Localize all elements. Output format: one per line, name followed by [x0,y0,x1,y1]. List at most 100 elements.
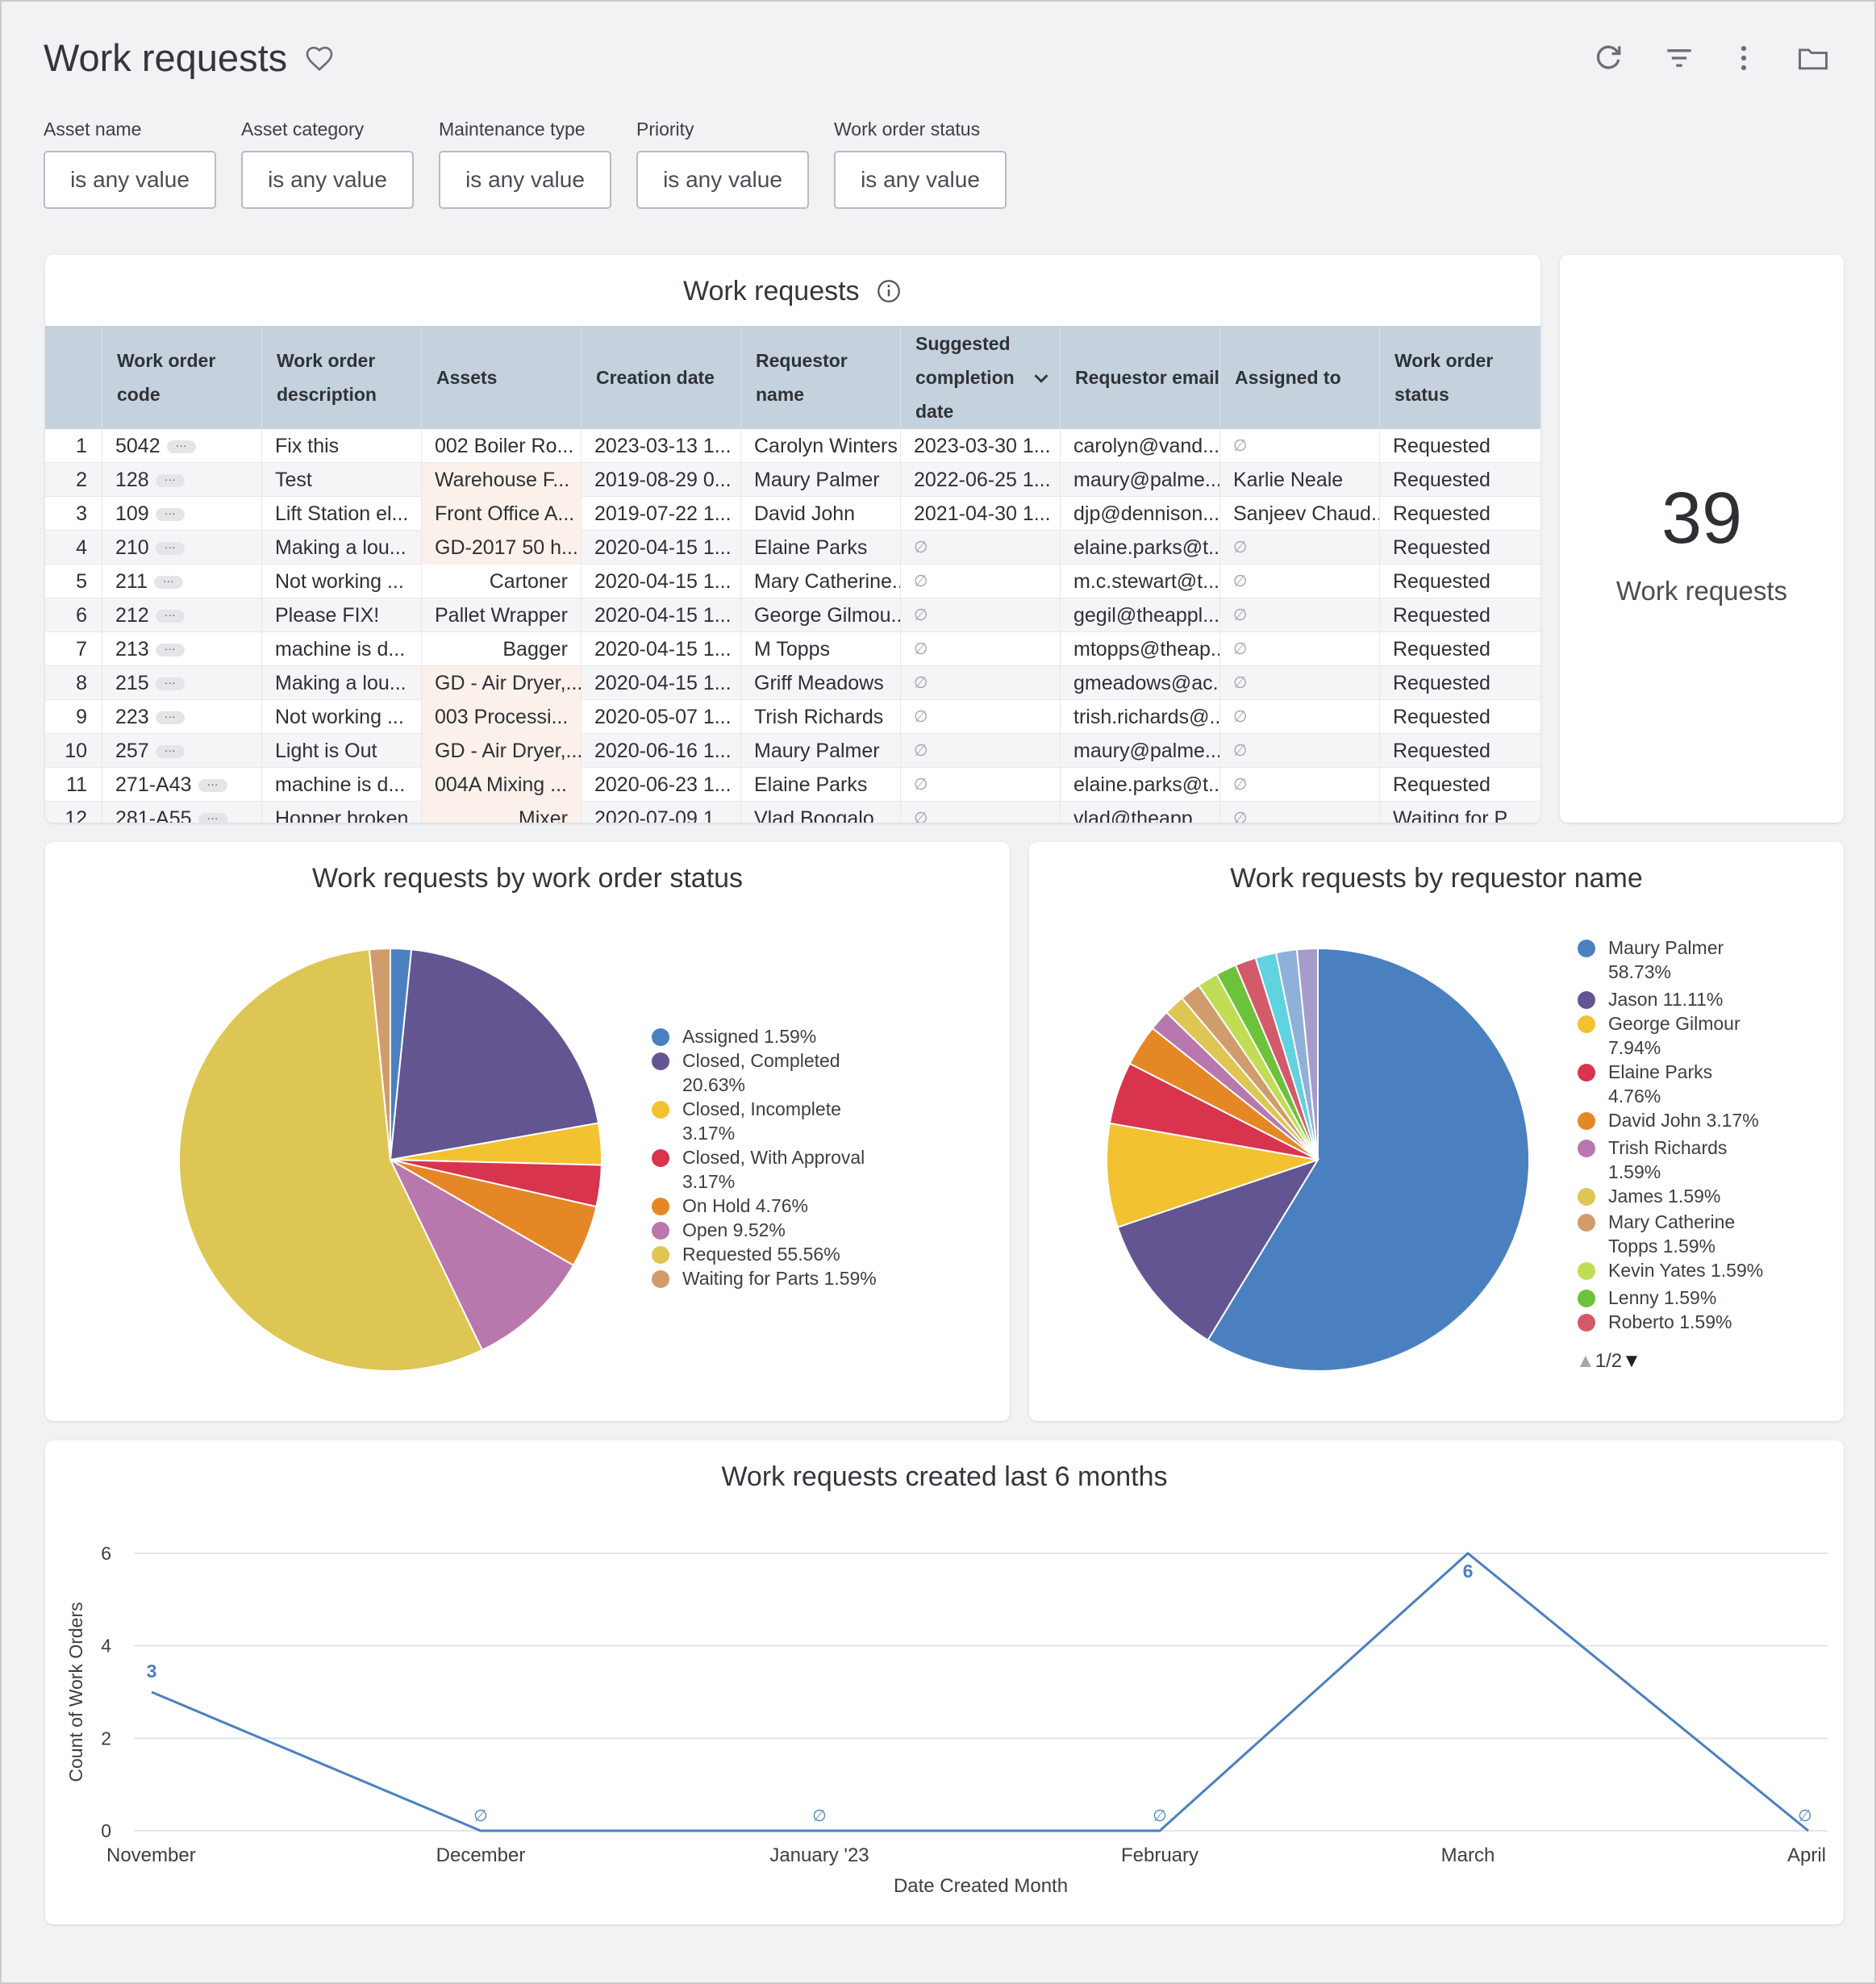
filter-maintenance-type: Maintenance type is any value [439,115,611,209]
legend-item[interactable]: Assigned 1.59% [682,1026,817,1047]
pie-slice[interactable] [1295,947,1319,1161]
cell-text: 5042 [115,435,161,457]
legend-item[interactable]: Elaine Parks 4.76% [1608,1061,1713,1107]
table-row[interactable]: 11 271-A43 ··· machine is d... 004A Mixing .… [45,768,1540,802]
column-header[interactable]: Work order description [261,326,421,429]
table-row[interactable]: 5 211 ··· Not working ... Cartoner 2020-04-15… [45,565,1540,598]
legend-item[interactable]: James 1.59% [1608,1186,1721,1207]
more-options-icon[interactable]: ··· [155,507,185,522]
table-cell: Karlie Neale [1219,463,1379,497]
more-options-icon[interactable]: ··· [198,812,227,823]
more-options-icon[interactable]: ··· [155,677,185,691]
pie-slice[interactable] [388,1157,575,1352]
legend-item[interactable]: Requested 55.56% [682,1244,840,1265]
cell-text: 257 [115,740,149,762]
column-header[interactable]: Work order code [102,326,261,429]
column-header[interactable]: Work order status [1379,326,1540,429]
legend-item[interactable]: Maury Palmer 58.73% [1608,937,1724,982]
table-row[interactable]: 4 210 ··· Making a lou... GD-2017 50 h... 202… [45,531,1540,565]
more-options-icon[interactable]: ··· [166,440,196,454]
triangle-down-icon[interactable]: ▼ [1622,1350,1641,1372]
legend-item[interactable]: Lenny 1.59% [1608,1287,1717,1308]
pie-slice[interactable] [1106,1122,1319,1228]
cell-text: Bagger [502,638,568,661]
legend-item[interactable]: Jason 11.11% [1608,989,1724,1010]
legend-item[interactable]: Closed, Incomplete 3.17% [682,1098,841,1144]
more-vert-icon[interactable] [1726,40,1761,76]
table-cell: ∅ [900,768,1060,802]
legend-item[interactable]: Closed, With Approval 3.17% [682,1147,865,1192]
filter-asset-category: Asset category is any value [241,115,414,209]
legend-item[interactable]: On Hold 4.76% [682,1195,808,1216]
filter-work-order-status-button[interactable]: is any value [834,151,1007,209]
legend-item[interactable]: David John 3.17% [1608,1110,1759,1131]
table-cell: trish.richards@... [1060,700,1219,734]
legend-item[interactable]: Mary Catherine Topps 1.59% [1608,1211,1736,1257]
cell-text: ∅ [914,640,928,658]
table-cell: 5042 ··· [102,429,261,463]
cell-text: machine is d... [275,773,406,796]
column-header[interactable]: Assigned to [1219,326,1379,429]
table-row[interactable]: 1 5042 ··· Fix this 002 Boiler Ro... 2023-03-… [45,429,1540,463]
column-header[interactable]: Requestor name [740,326,900,429]
cell-text: Waiting for P... [1393,807,1522,823]
filter-maintenance-type-button[interactable]: is any value [439,151,611,209]
legend-item[interactable]: Open 9.52% [682,1219,786,1240]
triangle-up-icon[interactable]: ▲ [1576,1350,1595,1372]
table-row[interactable]: 6 212 ··· Please FIX! Pallet Wrapper 2020-04-… [45,598,1540,632]
cell-text: 004A Mixing ... [435,773,567,796]
table-cell: Light is Out [261,734,421,768]
more-options-icon[interactable]: ··· [155,473,185,488]
column-header[interactable]: Assets [421,326,581,429]
filter-priority-button[interactable]: is any value [636,151,809,209]
table-cell: 128 ··· [102,463,261,497]
legend-item[interactable]: Closed, Completed 20.63% [682,1050,840,1095]
pie-slice[interactable] [1207,947,1530,1372]
filter-icon[interactable] [1661,40,1697,76]
column-header[interactable]: Creation date [581,326,740,429]
folder-icon[interactable] [1795,40,1831,76]
more-options-icon[interactable]: ··· [155,643,185,657]
more-options-icon[interactable]: ··· [155,609,185,623]
table-row[interactable]: 10 257 ··· Light is Out GD - Air Dryer,... 20… [45,734,1540,768]
row-number: 5 [45,565,102,598]
filter-asset-name-button[interactable]: is any value [44,151,216,209]
row-number-text: 11 [66,773,87,796]
table-row[interactable]: 2 128 ··· Test Warehouse F... 2019-08-29 0...… [45,463,1540,497]
legend-marker [652,1028,669,1046]
more-options-icon[interactable]: ··· [155,541,185,556]
legend-item[interactable]: Trish Richards 1.59% [1608,1137,1728,1182]
cell-text: 2020-04-15 1... [594,638,732,661]
cell-text: Requested [1393,536,1490,559]
more-options-icon[interactable]: ··· [155,744,185,759]
table-row[interactable]: 9 223 ··· Not working ... 003 Processi... 202… [45,700,1540,734]
legend-item[interactable]: Waiting for Parts 1.59% [682,1268,877,1289]
legend-item[interactable]: Roberto 1.59% [1608,1311,1732,1332]
pie-slice[interactable] [178,948,484,1372]
legend-item[interactable]: Kevin Yates 1.59% [1608,1260,1764,1281]
pie-slice[interactable] [389,948,600,1161]
refresh-icon[interactable] [1590,40,1626,76]
table-row[interactable]: 3 109 ··· Lift Station el... Front Office A.… [45,497,1540,531]
table-cell: Maury Palmer [740,734,900,768]
table-cell: 2020-04-15 1... [581,531,740,565]
table-cell: mtopps@theap... [1060,632,1219,666]
legend-item[interactable]: George Gilmour 7.94% [1608,1013,1741,1058]
table-cell: Requested [1379,700,1540,734]
more-options-icon[interactable]: ··· [153,575,183,590]
column-header[interactable]: Requestor email [1060,326,1219,429]
cell-text: 109 [115,502,149,525]
heart-outline-icon[interactable] [303,42,336,74]
info-icon[interactable] [875,277,903,305]
pie-slice[interactable] [1116,1158,1320,1342]
chevron-down-icon[interactable] [1029,366,1053,390]
column-header[interactable]: Suggested completion date [900,326,1029,429]
cell-text: Karlie Neale [1233,469,1344,491]
pie-slice[interactable] [368,947,391,1161]
more-options-icon[interactable]: ··· [155,711,185,725]
table-row[interactable]: 8 215 ··· Making a lou... GD - Air Dryer,...… [45,666,1540,700]
filter-asset-category-button[interactable]: is any value [241,151,414,209]
table-row[interactable]: 7 213 ··· machine is d... Bagger 2020-04-15 1… [45,632,1540,666]
more-options-icon[interactable]: ··· [198,778,227,793]
table-row[interactable]: 12 281-A55 ··· Hopper broken Mixer 2020-07-09… [45,802,1540,823]
